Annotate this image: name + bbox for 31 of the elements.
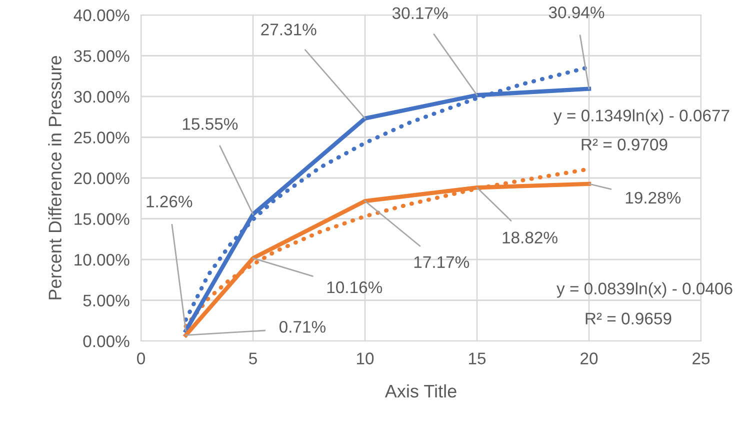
data-label: 10.16%	[327, 281, 382, 294]
data-label: 0.71%	[279, 320, 326, 333]
data-label: 17.17%	[414, 256, 470, 268]
y-tick-label: 40.00%	[74, 9, 130, 22]
x-tick-label: 20	[580, 352, 598, 364]
x-tick-label: 15	[469, 352, 486, 364]
y-tick-label: 35.00%	[74, 50, 130, 62]
annotation: y = 0.0839ln(x) - 0.0406	[556, 282, 732, 298]
x-tick-label: 5	[249, 352, 257, 364]
data-label: 30.17%	[392, 7, 448, 20]
y-tick-label: 10.00%	[74, 254, 130, 266]
x-tick-label: 25	[692, 352, 710, 364]
x-axis-title: Axis Title	[384, 384, 456, 398]
y-axis-title: Percent Difference in Pressure	[48, 56, 62, 300]
y-tick-label: 15.00%	[74, 213, 130, 225]
data-label: 18.82%	[502, 232, 558, 244]
annotation: R² = 0.9709	[582, 138, 668, 150]
data-label: 19.28%	[626, 192, 681, 204]
y-tick-label: 30.00%	[74, 90, 130, 103]
y-tick-label: 20.00%	[74, 172, 130, 184]
data-label: 15.55%	[182, 118, 238, 130]
y-tick-label: 25.00%	[74, 132, 130, 144]
data-label: 30.94%	[548, 6, 604, 18]
data-label: 1.26%	[146, 196, 192, 208]
data-label: 27.31%	[261, 24, 316, 36]
y-tick-label: 5.00%	[83, 294, 130, 306]
annotation: y = 0.1349ln(x) - 0.0677	[554, 109, 730, 125]
y-tick-label: 0.00%	[83, 335, 130, 348]
x-tick-label: 10	[357, 352, 374, 364]
annotation: R² = 0.9659	[586, 312, 672, 324]
x-tick-label: 0	[137, 352, 145, 364]
